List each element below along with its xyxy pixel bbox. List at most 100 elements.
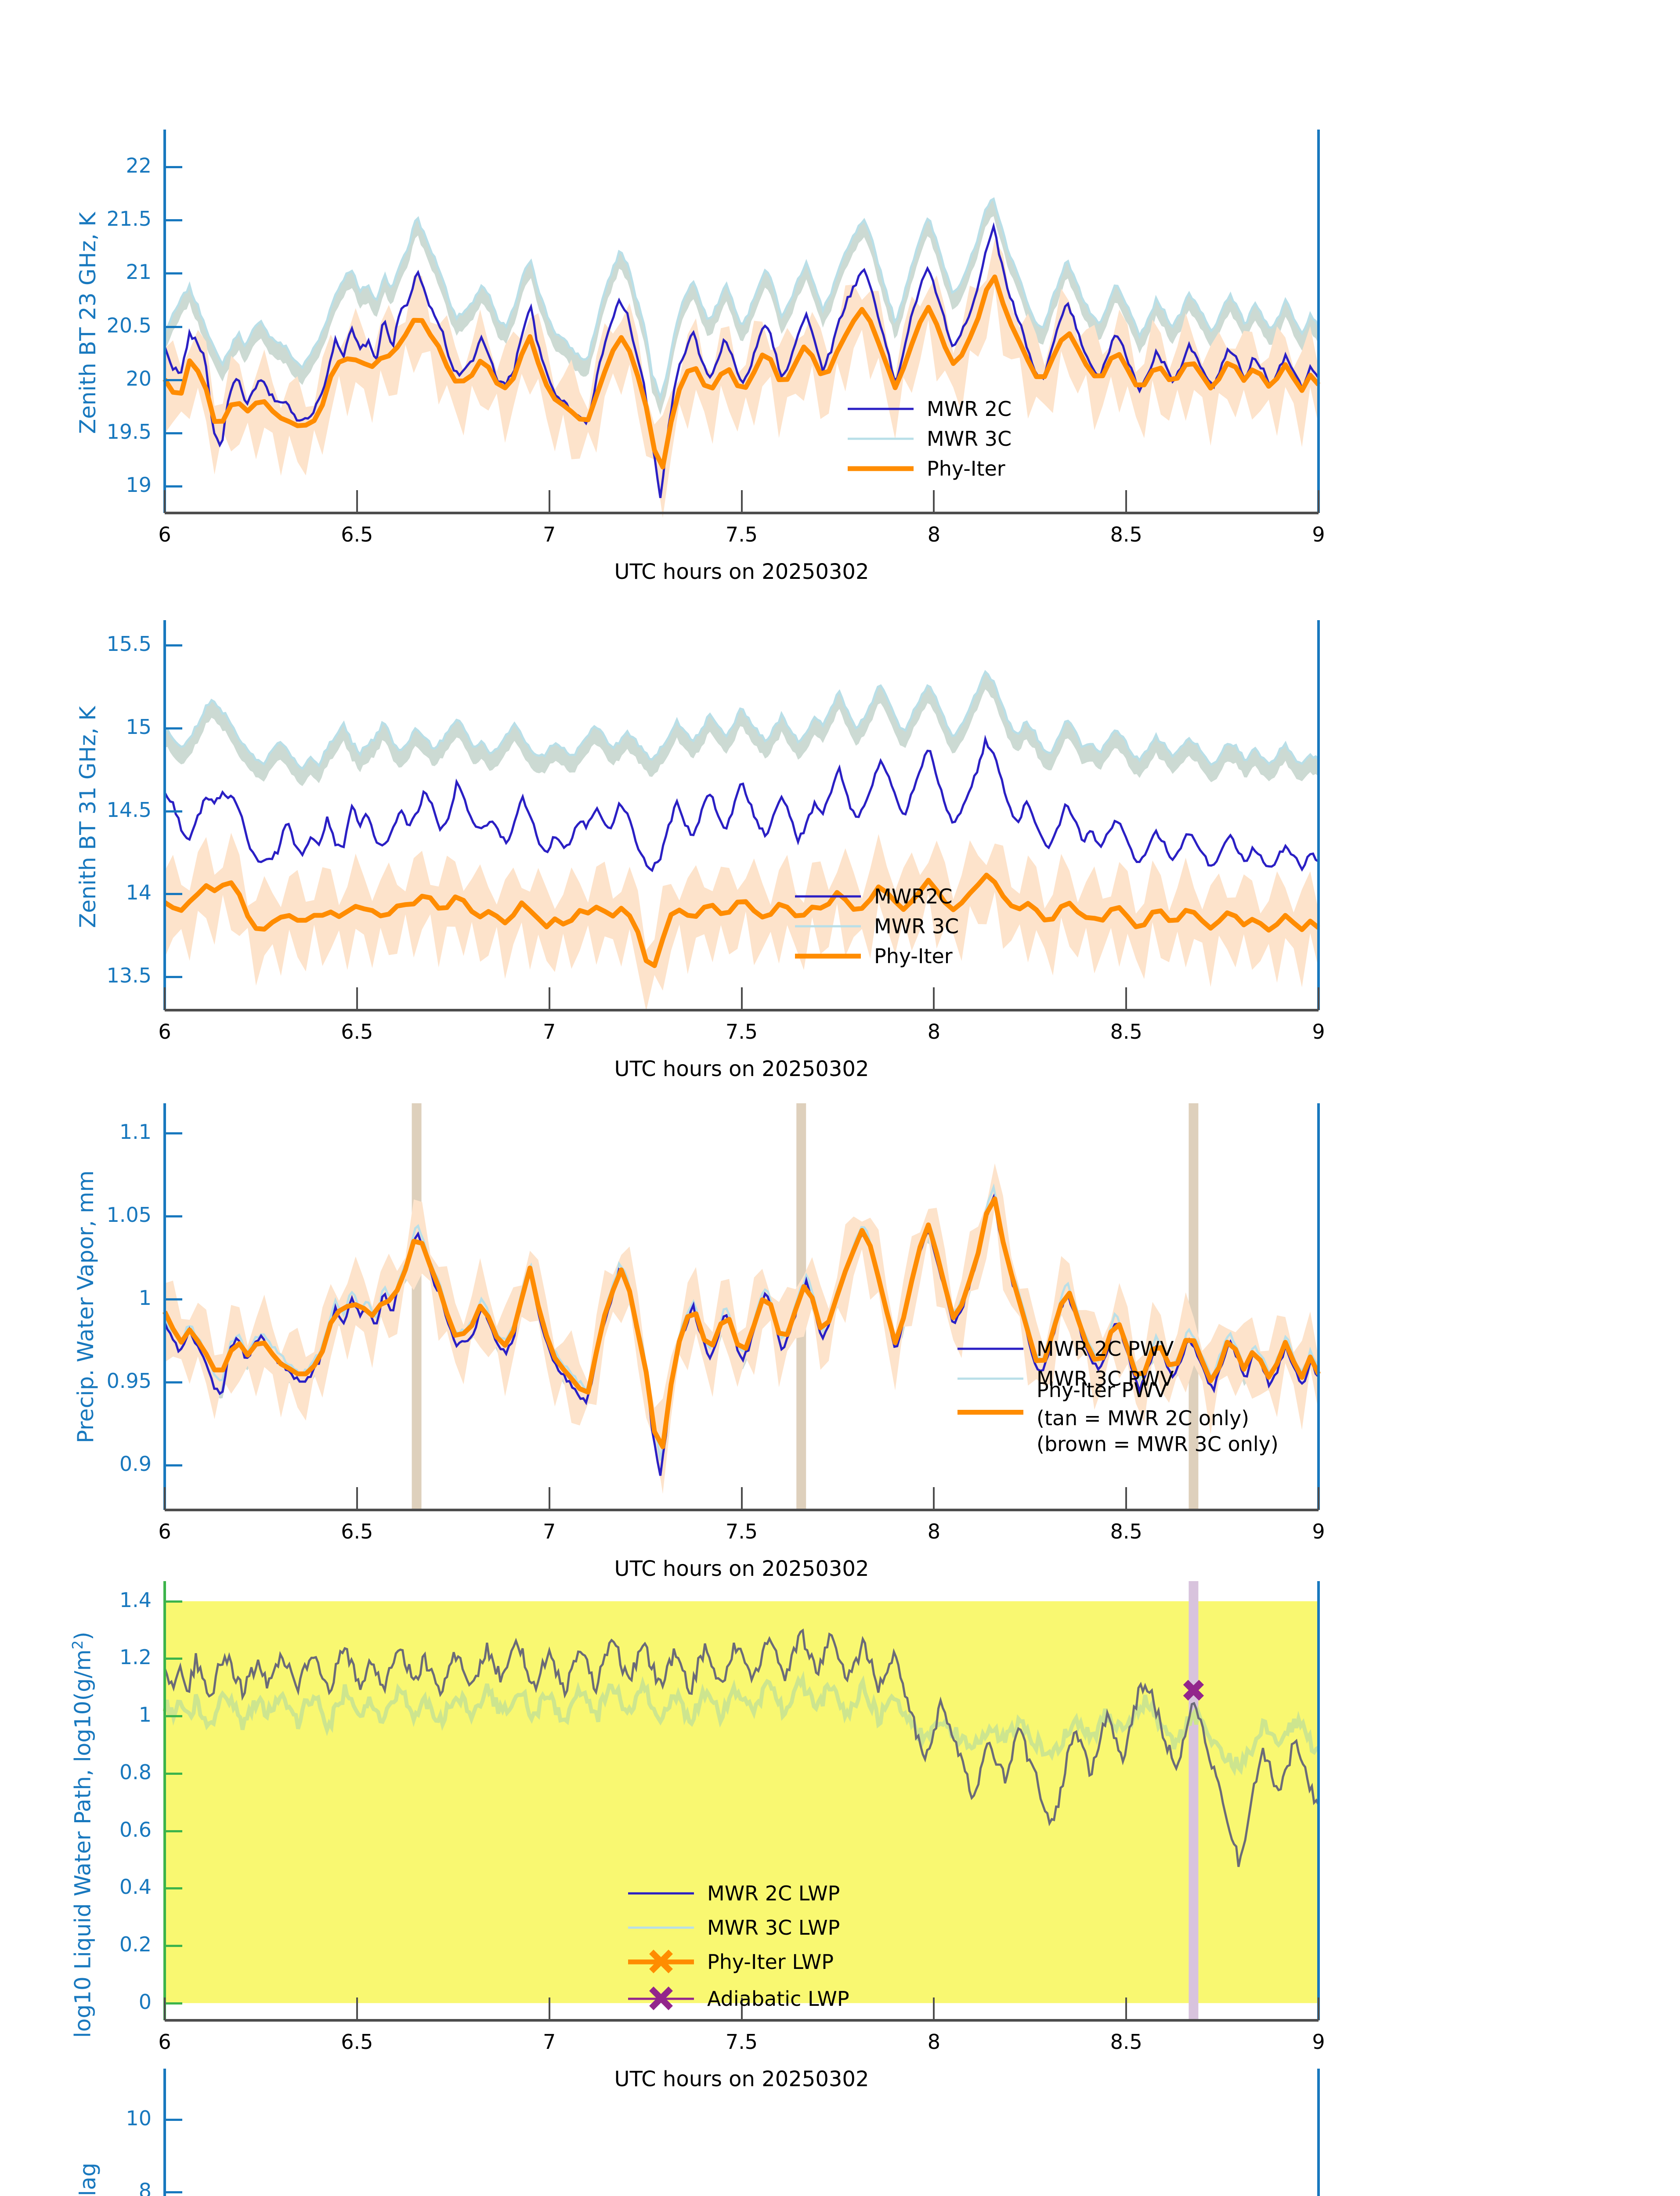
panel-4-y-axis bbox=[163, 1581, 166, 2020]
panel-2-x-axis bbox=[165, 1009, 1319, 1011]
panel-1-y-axis bbox=[163, 130, 166, 513]
legend-line-swatch bbox=[848, 408, 914, 410]
panel-2-ytick-label: 15 bbox=[126, 715, 152, 739]
panel-1-ytick-label: 20 bbox=[126, 366, 152, 390]
panel-4-xtick-label: 8.5 bbox=[1110, 2030, 1142, 2054]
panel-1-ytick-label: 19 bbox=[126, 473, 152, 497]
panel-4-ytick-label: 0.2 bbox=[119, 1932, 152, 1957]
panel-2-xtick-label: 6.5 bbox=[341, 1020, 373, 1044]
panel-4-ytick-mark bbox=[165, 1658, 182, 1660]
panel-1-x-axis bbox=[165, 512, 1319, 514]
legend-note-line-0: (tan = MWR 2C only) bbox=[1037, 1406, 1250, 1430]
panel-2-ytick-label: 13.5 bbox=[106, 964, 152, 988]
panel-2-ytick-mark bbox=[165, 727, 182, 730]
panel-3-xtick-label: 6.5 bbox=[341, 1520, 373, 1543]
panel-4-ytick-mark bbox=[165, 2002, 182, 2005]
legend-line-swatch bbox=[795, 925, 861, 928]
panel-4-xtick-label: 8 bbox=[927, 2030, 940, 2054]
panel-2-x-axis-label: UTC hours on 20250302 bbox=[614, 1057, 869, 1081]
legend-label-notes: (tan = MWR 2C only) (brown = MWR 3C only) bbox=[1037, 1405, 1279, 1457]
panel-4-x-axis-label: UTC hours on 20250302 bbox=[614, 2067, 869, 2091]
legend-line-swatch bbox=[628, 1926, 694, 1929]
panel-4-xtick-mark bbox=[933, 1997, 935, 2020]
panel-4-ytick-mark bbox=[165, 1945, 182, 1947]
panel-3-xtick-mark bbox=[1318, 1487, 1319, 1510]
panel-1-x-axis-label: UTC hours on 20250302 bbox=[614, 560, 869, 584]
panel-2-xtick-mark bbox=[356, 987, 358, 1010]
panel-1-ytick-label: 19.5 bbox=[106, 420, 152, 444]
panel-4-x-axis bbox=[165, 2019, 1319, 2022]
panel-4-legend-item-0: MWR 2C LWP bbox=[628, 1880, 962, 1907]
panel-4-xtick-mark bbox=[741, 1997, 743, 2020]
panel-3-ytick-label: 1.1 bbox=[119, 1120, 152, 1144]
panel-3-ytick-mark bbox=[165, 1215, 182, 1217]
panel-2-ytick-mark bbox=[165, 810, 182, 813]
legend-x-marker bbox=[649, 1950, 673, 1973]
panel-3-ytick-label: 0.9 bbox=[119, 1452, 152, 1476]
panel-4-legend-item-1: MWR 3C LWP bbox=[628, 1914, 962, 1941]
legend-note-line-1: (brown = MWR 3C only) bbox=[1037, 1432, 1279, 1456]
panel-1-xtick-label: 8 bbox=[927, 523, 940, 546]
panel-4-xtick-label: 7 bbox=[543, 2030, 556, 2054]
panel-1-xtick-label: 6 bbox=[158, 523, 171, 546]
legend-line-swatch bbox=[957, 1377, 1023, 1380]
panel-3-xtick-label: 7 bbox=[543, 1520, 556, 1543]
legend-label: Adiabatic LWP bbox=[707, 1987, 849, 2011]
panel-1-ytick-label: 20.5 bbox=[106, 313, 152, 337]
panel-1-xtick-mark bbox=[933, 490, 935, 513]
panel-1-ytick-label: 22 bbox=[126, 153, 152, 177]
legend-line-swatch bbox=[957, 1410, 1023, 1415]
panel-4-right-spine bbox=[1317, 1581, 1320, 2020]
panel-4-xtick-mark bbox=[1125, 1997, 1127, 2020]
panel-4-ytick-label: 1.2 bbox=[119, 1645, 152, 1669]
panel-4-ytick-label: 0.6 bbox=[119, 1817, 152, 1842]
panel-1-ytick-label: 21 bbox=[126, 260, 152, 284]
panel-3-legend-item-1: MWR 3C PWV bbox=[957, 1365, 1291, 1392]
panel-4-ytick-label: 0.4 bbox=[119, 1875, 152, 1899]
panel-4-ytick-mark bbox=[165, 1600, 182, 1603]
panel-2-xtick-label: 6 bbox=[158, 1020, 171, 1044]
panel-1-ytick-mark bbox=[165, 166, 182, 168]
panel-3-ytick-label: 1.05 bbox=[106, 1203, 152, 1227]
legend-label: MWR 2C LWP bbox=[707, 1882, 840, 1905]
panel-1-xtick-label: 6.5 bbox=[341, 523, 373, 546]
legend-label: Phy-Iter LWP bbox=[707, 1950, 834, 1974]
panel-1-ytick-mark bbox=[165, 325, 182, 328]
panel-2-ytick-mark bbox=[165, 893, 182, 896]
panel-4-ytick-mark bbox=[165, 1887, 182, 1890]
panel-3-y-axis bbox=[163, 1103, 166, 1510]
panel-1-xtick-mark bbox=[356, 490, 358, 513]
panel-1-xtick-label: 8.5 bbox=[1110, 523, 1142, 546]
legend-x-marker bbox=[649, 1987, 673, 2010]
panel-2-xtick-mark bbox=[548, 987, 550, 1010]
panel-3-ytick-mark bbox=[165, 1132, 182, 1135]
panel-2-right-spine bbox=[1317, 620, 1320, 1010]
panel-4-legend-item-2: Phy-Iter LWP bbox=[628, 1948, 962, 1976]
panel-3-xtick-mark bbox=[548, 1487, 550, 1510]
panel-3-x-axis-label: UTC hours on 20250302 bbox=[614, 1557, 869, 1581]
panel-2-legend-item-0: MWR2C bbox=[795, 883, 1129, 910]
panel-2-ytick-label: 15.5 bbox=[106, 632, 152, 656]
panel-1-xtick-mark bbox=[1318, 490, 1319, 513]
legend-label: MWR2C bbox=[874, 885, 953, 908]
panel-5-right-spine bbox=[1317, 2069, 1320, 2196]
panel-1-xtick-mark bbox=[548, 490, 550, 513]
panel-5-ytick-label: 8 bbox=[138, 2178, 152, 2196]
panel-1-xtick-label: 9 bbox=[1312, 523, 1325, 546]
panel-3-ytick-mark bbox=[165, 1464, 182, 1466]
panel-1-ytick-label: 21.5 bbox=[106, 207, 152, 231]
panel-3-xtick-label: 9 bbox=[1312, 1520, 1325, 1543]
panel-4-xtick-label: 6 bbox=[158, 2030, 171, 2054]
panel-1-legend-item-2: Phy-Iter bbox=[848, 455, 1181, 482]
panel-1-xtick-mark bbox=[741, 490, 743, 513]
panel-1-legend-item-0: MWR 2C bbox=[848, 395, 1181, 423]
legend-label: MWR 2C bbox=[927, 397, 1012, 421]
panel-4-ytick-label: 0.8 bbox=[119, 1760, 152, 1784]
panel-2-xtick-mark bbox=[933, 987, 935, 1010]
panel-4-legend-item-3: Adiabatic LWP bbox=[628, 1985, 962, 2012]
panel-4-ytick-label: 1 bbox=[138, 1703, 152, 1727]
legend-label: MWR 3C bbox=[927, 427, 1012, 451]
panel-2-legend-item-2: Phy-Iter bbox=[795, 943, 1129, 970]
